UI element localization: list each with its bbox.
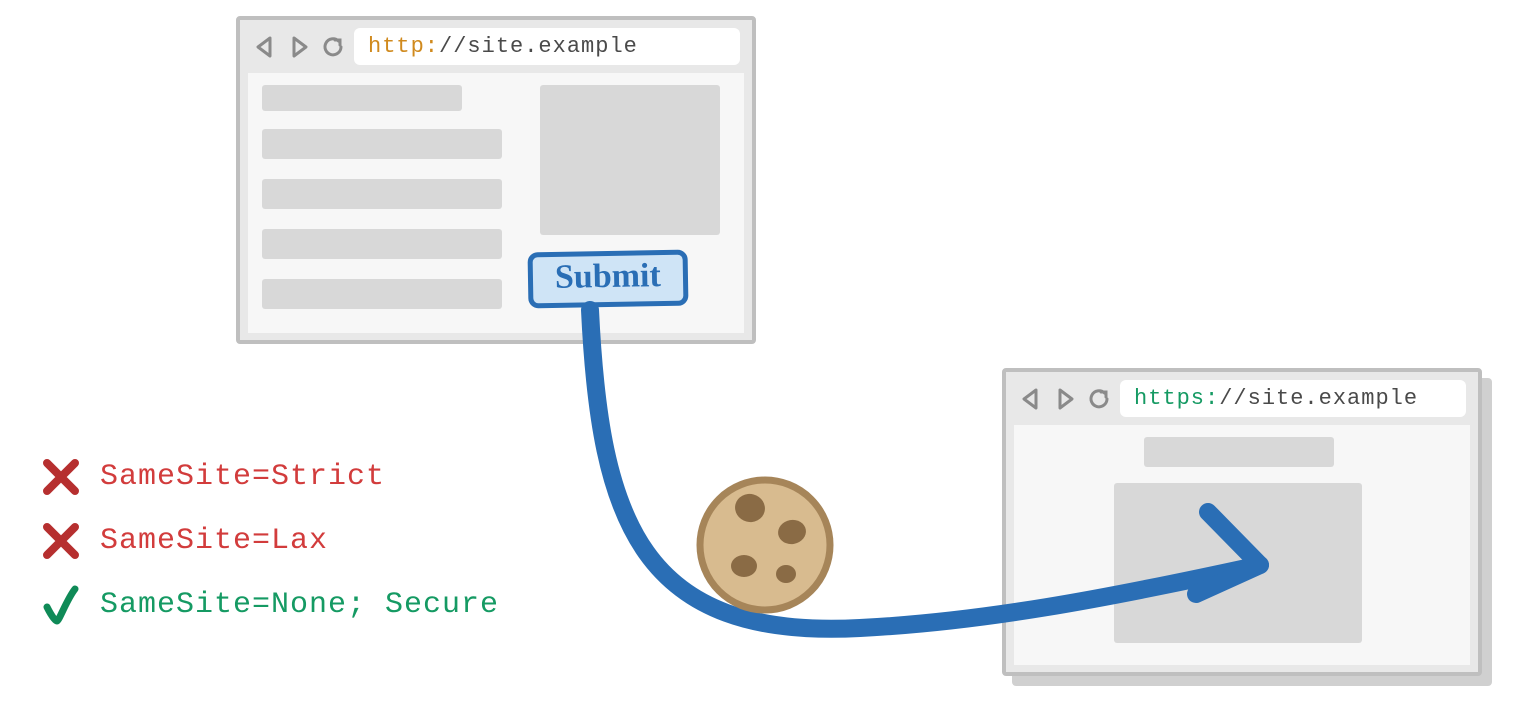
rule-label: SameSite=None; Secure bbox=[100, 588, 499, 622]
reload-icon[interactable] bbox=[320, 34, 346, 60]
cookie-icon bbox=[690, 470, 840, 620]
rule-none-secure: SameSite=None; Secure bbox=[40, 584, 499, 626]
toolbar: https://site.example bbox=[1006, 372, 1478, 425]
samesite-rules: SameSite=Strict SameSite=Lax SameSite=No… bbox=[40, 456, 499, 648]
back-icon[interactable] bbox=[1018, 386, 1044, 412]
placeholder-image bbox=[540, 85, 720, 235]
address-bar[interactable]: http://site.example bbox=[354, 28, 740, 65]
address-bar[interactable]: https://site.example bbox=[1120, 380, 1466, 417]
cross-icon bbox=[40, 520, 82, 562]
toolbar: http://site.example bbox=[240, 20, 752, 73]
rule-label: SameSite=Strict bbox=[100, 460, 385, 494]
url-host: //site.example bbox=[439, 34, 638, 59]
placeholder-image bbox=[1114, 483, 1362, 643]
page-body bbox=[1014, 425, 1470, 665]
url-scheme: http: bbox=[368, 34, 439, 59]
placeholder-bar bbox=[262, 279, 502, 309]
url-host: //site.example bbox=[1219, 386, 1418, 411]
back-icon[interactable] bbox=[252, 34, 278, 60]
placeholder-bar bbox=[1144, 437, 1334, 467]
check-icon bbox=[40, 584, 82, 626]
placeholder-bar bbox=[262, 179, 502, 209]
cross-icon bbox=[40, 456, 82, 498]
rule-label: SameSite=Lax bbox=[100, 524, 328, 558]
forward-icon[interactable] bbox=[1052, 386, 1078, 412]
submit-button[interactable]: Submit bbox=[528, 250, 689, 309]
url-scheme: https: bbox=[1134, 386, 1219, 411]
placeholder-bar bbox=[262, 129, 502, 159]
browser-https: https://site.example bbox=[1002, 368, 1482, 676]
forward-icon[interactable] bbox=[286, 34, 312, 60]
placeholder-bar bbox=[262, 85, 462, 111]
reload-icon[interactable] bbox=[1086, 386, 1112, 412]
browser-http: http://site.example Submit bbox=[236, 16, 756, 344]
rule-strict: SameSite=Strict bbox=[40, 456, 499, 498]
placeholder-bar bbox=[262, 229, 502, 259]
page-body: Submit bbox=[248, 73, 744, 333]
rule-lax: SameSite=Lax bbox=[40, 520, 499, 562]
